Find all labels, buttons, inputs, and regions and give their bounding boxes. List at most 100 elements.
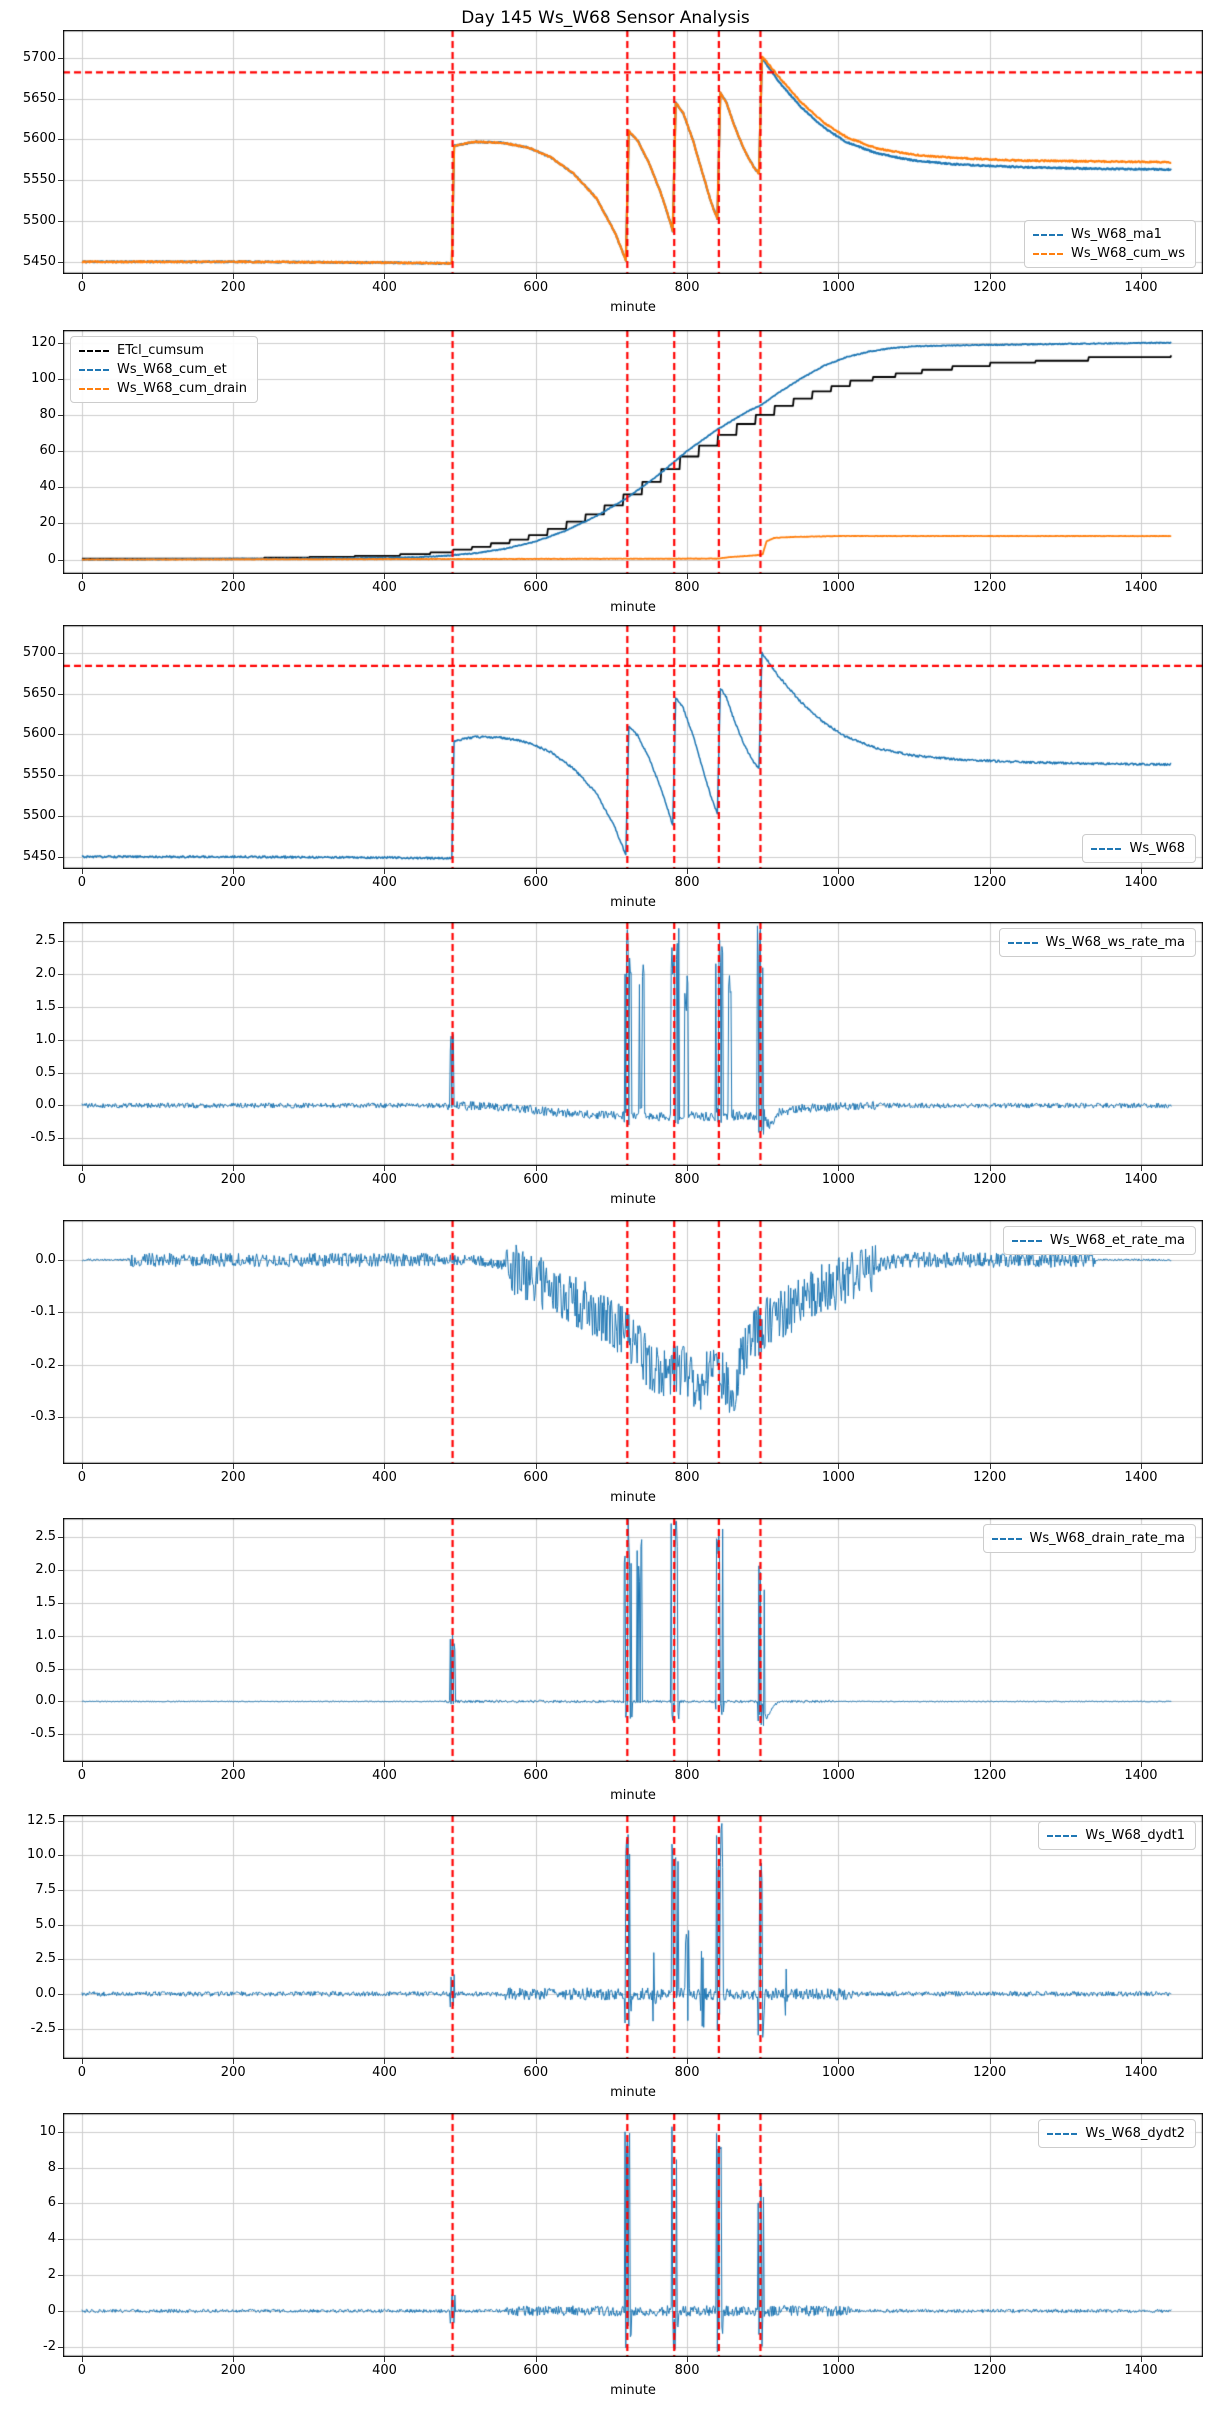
x-axis-label: minute: [610, 600, 656, 615]
x-tick-label: 1400: [1124, 280, 1158, 295]
x-tick-label: 800: [674, 1768, 700, 1783]
y-tick-mark: [58, 139, 63, 140]
y-tick-mark: [58, 1855, 63, 1856]
x-tick-mark: [82, 1464, 83, 1469]
x-tick-mark: [687, 1464, 688, 1469]
legend-dashed-line-sample: [79, 368, 109, 371]
y-tick-label: 0.5: [35, 1660, 56, 1676]
x-tick-label: 1000: [821, 280, 855, 295]
x-tick-mark: [990, 2357, 991, 2362]
y-tick-mark: [58, 1636, 63, 1637]
x-tick-mark: [233, 2059, 234, 2064]
y-tick-label: 7.5: [35, 1881, 56, 1897]
x-axis-label: minute: [610, 2085, 656, 2100]
y-tick-mark: [58, 974, 63, 975]
x-tick-mark: [82, 574, 83, 579]
y-tick-mark: [58, 1603, 63, 1604]
y-tick-label: -0.1: [30, 1304, 56, 1320]
y-tick-label: 5.0: [35, 1916, 56, 1932]
x-tick-label: 0: [77, 2363, 87, 2378]
x-tick-label: 1400: [1124, 1768, 1158, 1783]
x-tick-label: 1400: [1124, 580, 1158, 595]
y-tick-mark: [58, 221, 63, 222]
legend-box: Ws_W68_dydt2: [1038, 2119, 1196, 2148]
x-tick-mark: [82, 2357, 83, 2362]
x-axis-label: minute: [610, 1490, 656, 1505]
x-tick-mark: [82, 869, 83, 874]
x-tick-mark: [82, 2059, 83, 2064]
legend-box: Ws_W68_et_rate_ma: [1002, 1226, 1196, 1255]
x-tick-mark: [1141, 2357, 1142, 2362]
legend-box: Ws_W68: [1082, 834, 1196, 863]
x-tick-label: 200: [220, 2065, 246, 2080]
x-tick-mark: [990, 1166, 991, 1171]
y-tick-mark: [58, 560, 63, 561]
x-tick-mark: [687, 574, 688, 579]
y-tick-mark: [58, 1007, 63, 1008]
x-tick-label: 1200: [973, 875, 1007, 890]
y-tick-mark: [58, 1073, 63, 1074]
y-tick-mark: [58, 343, 63, 344]
x-tick-label: 0: [77, 580, 87, 595]
legend-label: Ws_W68_dydt2: [1085, 2126, 1185, 2141]
x-tick-mark: [687, 1166, 688, 1171]
x-axis-label: minute: [610, 895, 656, 910]
x-tick-mark: [687, 2357, 688, 2362]
subplot-2: 0 20 40 60 80 100 120 0 200 400 600 800 1000 1200 1400…: [0, 330, 1211, 624]
x-tick-label: 600: [523, 1470, 549, 1485]
y-tick-mark: [58, 2168, 63, 2169]
y-tick-label: 8: [47, 2159, 56, 2175]
y-tick-label: 0.0: [35, 1097, 56, 1113]
x-tick-mark: [1141, 869, 1142, 874]
legend-label: Ws_W68_cum_drain: [117, 381, 247, 396]
x-tick-label: 1200: [973, 1172, 1007, 1187]
y-tick-label: 4: [47, 2231, 56, 2247]
legend-dashed-line-sample: [1047, 1834, 1078, 1837]
x-tick-label: 200: [220, 280, 246, 295]
x-tick-label: 800: [674, 1172, 700, 1187]
y-tick-label: 5550: [22, 172, 56, 188]
y-tick-mark: [58, 1570, 63, 1571]
x-tick-label: 0: [77, 875, 87, 890]
x-tick-mark: [384, 2059, 385, 2064]
x-tick-label: 1000: [821, 875, 855, 890]
y-tick-label: 2.0: [35, 1561, 56, 1577]
plot-area-canvas: [63, 922, 1203, 1166]
y-tick-label: 2.5: [35, 1529, 56, 1545]
x-tick-label: 1200: [973, 1470, 1007, 1485]
x-tick-label: 1400: [1124, 1470, 1158, 1485]
subplot-4: -0.5 0.0 0.5 1.0 1.5 2.0 2.5 0 200 400 600 800 1000 1…: [0, 922, 1211, 1216]
legend-label: Ws_W68: [1129, 841, 1185, 856]
x-tick-label: 600: [523, 2363, 549, 2378]
x-tick-mark: [536, 274, 537, 279]
legend-item: Ws_W68_ws_rate_ma: [1007, 933, 1185, 952]
plot-area-canvas: [63, 2113, 1203, 2357]
x-tick-label: 1200: [973, 580, 1007, 595]
y-tick-label: 2.5: [35, 1951, 56, 1967]
y-tick-label: 100: [31, 370, 56, 386]
x-tick-mark: [536, 1464, 537, 1469]
x-axis-label: minute: [610, 300, 656, 315]
x-tick-label: 0: [77, 1768, 87, 1783]
x-tick-label: 600: [523, 580, 549, 595]
legend-label: Ws_W68_ma1: [1071, 227, 1162, 242]
x-tick-mark: [233, 1464, 234, 1469]
x-tick-label: 400: [372, 1470, 397, 1485]
legend-item: ETcl_cumsum: [79, 341, 247, 360]
y-tick-label: 1.5: [35, 1594, 56, 1610]
subplot-7: -2.5 0.0 2.5 5.0 7.5 10.0 12.5 0 200 400 600 800 100…: [0, 1813, 1211, 2109]
figure-title: Day 145 Ws_W68 Sensor Analysis: [461, 8, 750, 28]
y-tick-mark: [58, 2239, 63, 2240]
y-tick-mark: [58, 2132, 63, 2133]
x-tick-mark: [233, 2357, 234, 2362]
x-tick-label: 0: [77, 2065, 87, 2080]
x-tick-label: 1400: [1124, 2065, 1158, 2080]
y-tick-label: 10: [39, 2123, 56, 2139]
y-tick-label: -0.3: [30, 1409, 56, 1425]
x-tick-mark: [990, 1762, 991, 1767]
y-tick-mark: [58, 2311, 63, 2312]
y-tick-label: 2.5: [35, 933, 56, 949]
legend-box: Ws_W68_dydt1: [1038, 1821, 1196, 1850]
plot-area-canvas: [63, 625, 1203, 869]
x-tick-mark: [82, 1762, 83, 1767]
